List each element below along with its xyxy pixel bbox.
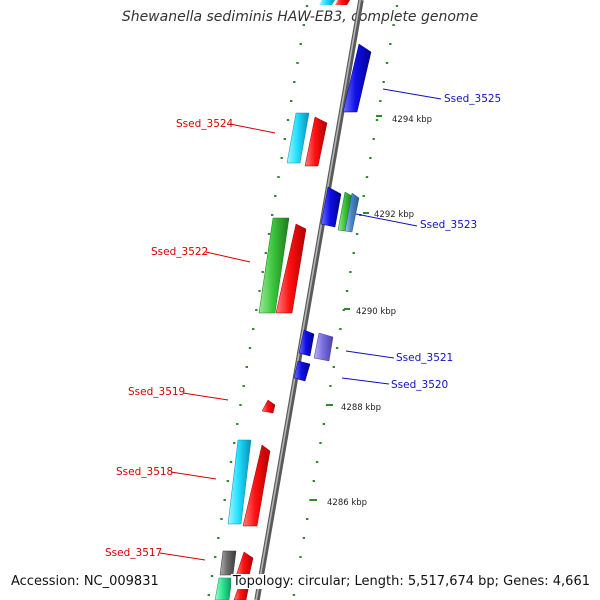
tick-label-4290: 4290 kbp [356, 307, 396, 317]
gene-ssed-3518[interactable] [227, 439, 271, 527]
gene-label-ssed-3519[interactable]: Ssed_3519 [128, 386, 185, 398]
tick-label-4286: 4286 kbp [327, 498, 367, 508]
gene-ssed-3519[interactable] [261, 399, 276, 414]
gene-ssed-3520[interactable] [293, 360, 311, 382]
gene-label-ssed-3523[interactable]: Ssed_3523 [420, 219, 477, 231]
outer-dash-ring [292, 5, 399, 596]
tick-label-4288: 4288 kbp [341, 403, 381, 413]
map-title: Shewanella sediminis HAW-EB3, complete g… [121, 9, 479, 25]
gene-ssed-3524[interactable] [286, 112, 328, 167]
gene-label-ssed-3522[interactable]: Ssed_3522 [151, 246, 208, 258]
genome-summary-label: Topology: circular; Length: 5,517,674 bp… [230, 574, 592, 589]
accession-label: Accession: NC_009831 [9, 574, 161, 589]
gene-label-ssed-3518[interactable]: Ssed_3518 [116, 466, 173, 478]
gene-label-ssed-3524[interactable]: Ssed_3524 [176, 118, 234, 130]
backbone [254, 0, 364, 600]
gene-ssed-3525-top[interactable] [319, 0, 350, 5]
gene-ssed-3517[interactable] [219, 550, 254, 577]
tick-label-4292: 4292 kbp [374, 210, 414, 220]
gene-ssed-3525[interactable] [342, 43, 372, 113]
gene-label-ssed-3521[interactable]: Ssed_3521 [396, 352, 453, 364]
gene-label-ssed-3517[interactable]: Ssed_3517 [105, 547, 162, 559]
gene-label-ssed-3525[interactable]: Ssed_3525 [444, 93, 501, 105]
gene-ssed-3521[interactable] [298, 329, 334, 362]
inner-dash-ring [207, 5, 309, 596]
gene-label-ssed-3520[interactable]: Ssed_3520 [391, 379, 448, 391]
tick-label-4294: 4294 kbp [392, 115, 432, 125]
gene-ssed-3523[interactable] [320, 186, 360, 233]
leader-lines [159, 88, 442, 561]
gene-ssed-3522[interactable] [258, 217, 307, 314]
major-ticks [311, 115, 382, 501]
